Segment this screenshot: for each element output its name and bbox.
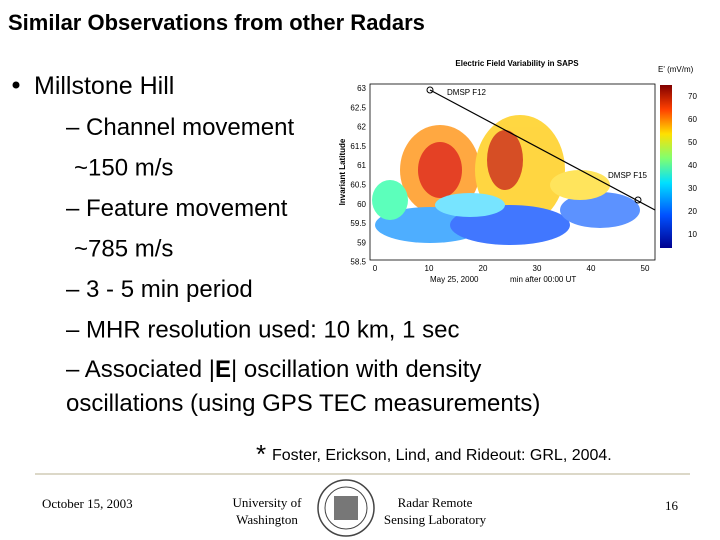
y-tick-label: 61	[357, 161, 366, 170]
x-tick-label: 30	[533, 264, 542, 273]
colorbar-tick-label: 10	[688, 230, 697, 239]
item: – Feature movement	[66, 195, 288, 222]
item: – Associated |E| oscillation with densit…	[66, 356, 481, 383]
colorbar-tick-label: 20	[688, 207, 697, 216]
track-label: DMSP F12	[447, 88, 487, 97]
y-tick-label: 59	[357, 238, 366, 247]
item: oscillations (using GPS TEC measurements…	[66, 390, 540, 417]
track-marker	[426, 86, 434, 94]
item: – MHR resolution used: 10 km, 1 sec	[66, 317, 460, 344]
colorbar-tick-label: 60	[688, 115, 697, 124]
track-label: DMSP F15	[608, 171, 648, 180]
colorbar-tick-label: 50	[688, 138, 697, 147]
items: – Channel movement ~150 m/s – Feature move…	[66, 114, 460, 344]
x-tick-label: 50	[641, 264, 650, 273]
y-tick-label: 62.5	[350, 103, 366, 112]
x-tick-label: 40	[587, 264, 596, 273]
y-tick-label: 62	[357, 123, 366, 132]
plot-image	[372, 115, 640, 245]
y-axis-label: Invariant Latitude	[338, 138, 347, 205]
colorbar-tick-label: 40	[688, 161, 697, 170]
y-tick-label: 58.5	[350, 258, 366, 267]
footer-university: Washington	[236, 512, 298, 527]
x-tick-label: 20	[479, 264, 488, 273]
satellite-track	[429, 89, 656, 211]
footnote: Foster, Erickson, Lind, and Rideout: GRL…	[272, 447, 612, 464]
x-axis-label: min after 00:00 UT	[510, 275, 576, 284]
colorbar-tick-label: 70	[688, 92, 697, 101]
footer-date: October 15, 2003	[42, 496, 133, 511]
university-seal	[317, 479, 375, 537]
x-tick-label: 10	[425, 264, 434, 273]
figure-date: May 25, 2000	[430, 275, 479, 284]
colorbar-tick-label: 30	[688, 184, 697, 193]
item: – 3 - 5 min period	[66, 276, 253, 303]
bullet-marker	[12, 81, 20, 89]
item: ~785 m/s	[74, 236, 173, 263]
item: – Channel movement	[66, 114, 294, 141]
track-marker	[634, 196, 642, 204]
y-tick-label: 59.5	[350, 219, 366, 228]
colorbar-label: E' (mV/m)	[658, 65, 694, 74]
slide-title: Similar Observations from other Radars	[8, 10, 425, 35]
y-tick-label: 63	[357, 84, 366, 93]
footer-lab: Radar Remote	[398, 495, 473, 510]
footnote-star: *	[256, 439, 266, 469]
footer-lab: Sensing Laboratory	[384, 512, 487, 527]
item: ~150 m/s	[74, 155, 173, 182]
footer-university: University of	[233, 495, 303, 510]
y-tick-label: 61.5	[350, 142, 366, 151]
bullet: Millstone Hill	[34, 72, 174, 100]
page-number: 16	[665, 498, 679, 513]
figure-title: Electric Field Variability in SAPS	[455, 59, 579, 68]
x-tick-label: 0	[373, 264, 378, 273]
y-tick-label: 60.5	[350, 181, 366, 190]
y-tick-label: 60	[357, 200, 366, 209]
colorbar	[660, 85, 672, 248]
figure: Electric Field Variability in SAPS E' (m…	[338, 59, 697, 284]
